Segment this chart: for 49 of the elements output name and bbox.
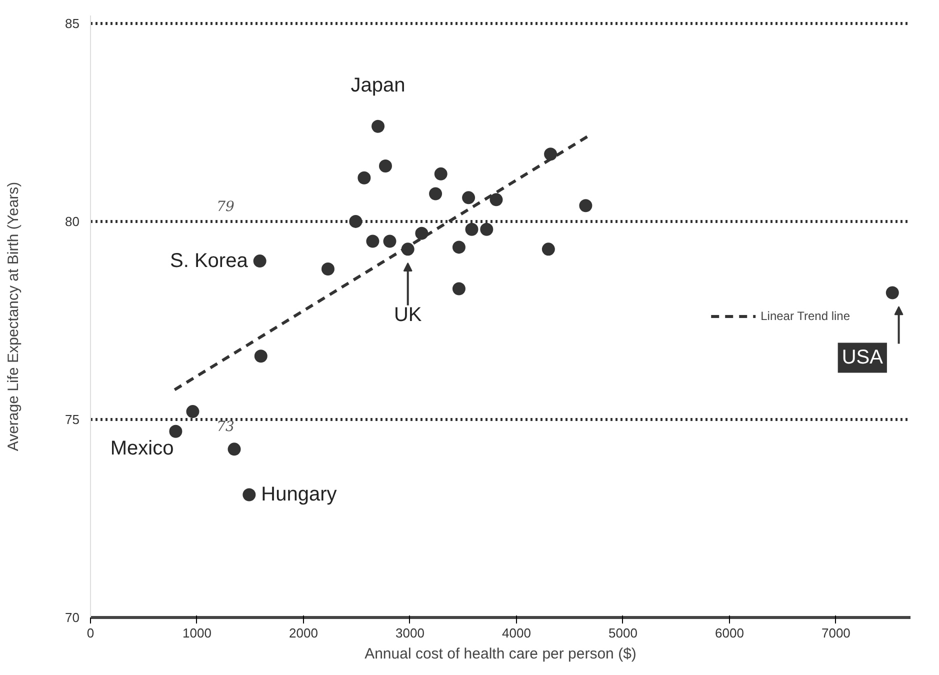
point (169, 424, 182, 438)
x-tick-label: 7000 (821, 626, 850, 640)
point (462, 191, 476, 204)
annotation: Japan (350, 74, 406, 96)
point (254, 350, 268, 363)
point (366, 234, 380, 248)
annotation: 79 (216, 199, 234, 215)
annotation: 73 (216, 419, 234, 435)
point (434, 167, 448, 180)
point (429, 187, 442, 200)
y-tick-label: 75 (65, 412, 80, 427)
y-axis-title: Average Life Expectancy at Birth (Years) (5, 182, 22, 452)
point (349, 214, 362, 228)
point (358, 171, 371, 184)
annotation: Mexico (110, 437, 174, 460)
x-tick-label: 6000 (715, 626, 744, 640)
y-tick-label: 85 (65, 16, 80, 31)
point (579, 199, 592, 212)
point (886, 286, 899, 300)
point (372, 120, 385, 133)
point (542, 242, 555, 256)
point (465, 222, 478, 236)
point (480, 222, 494, 236)
point (490, 193, 503, 206)
point (415, 226, 428, 240)
x-tick-label: 4000 (502, 626, 531, 640)
x-tick-label: 3000 (396, 626, 424, 640)
x-tick-label: 2000 (289, 626, 318, 640)
point (253, 254, 266, 268)
point (228, 442, 241, 456)
point (544, 148, 558, 161)
y-tick-label: 70 (65, 610, 80, 625)
annotation: Hungary (261, 484, 337, 506)
point (186, 405, 200, 418)
x-tick-label: 1000 (182, 626, 212, 640)
legend-label: Linear Trend line (760, 309, 850, 323)
point (378, 160, 392, 172)
annotation: UK (394, 304, 422, 326)
point (452, 282, 466, 296)
y-tick-label: 80 (65, 214, 80, 229)
annotation: S. Korea (170, 250, 249, 272)
point (383, 234, 396, 248)
point (242, 488, 256, 502)
point (452, 240, 466, 254)
annotation: USA (842, 346, 884, 369)
x-axis-title: Annual cost of health care per person ($) (364, 646, 636, 662)
point (321, 262, 334, 276)
x-tick-label: 5000 (608, 626, 638, 640)
x-tick-label: 0 (86, 626, 94, 640)
